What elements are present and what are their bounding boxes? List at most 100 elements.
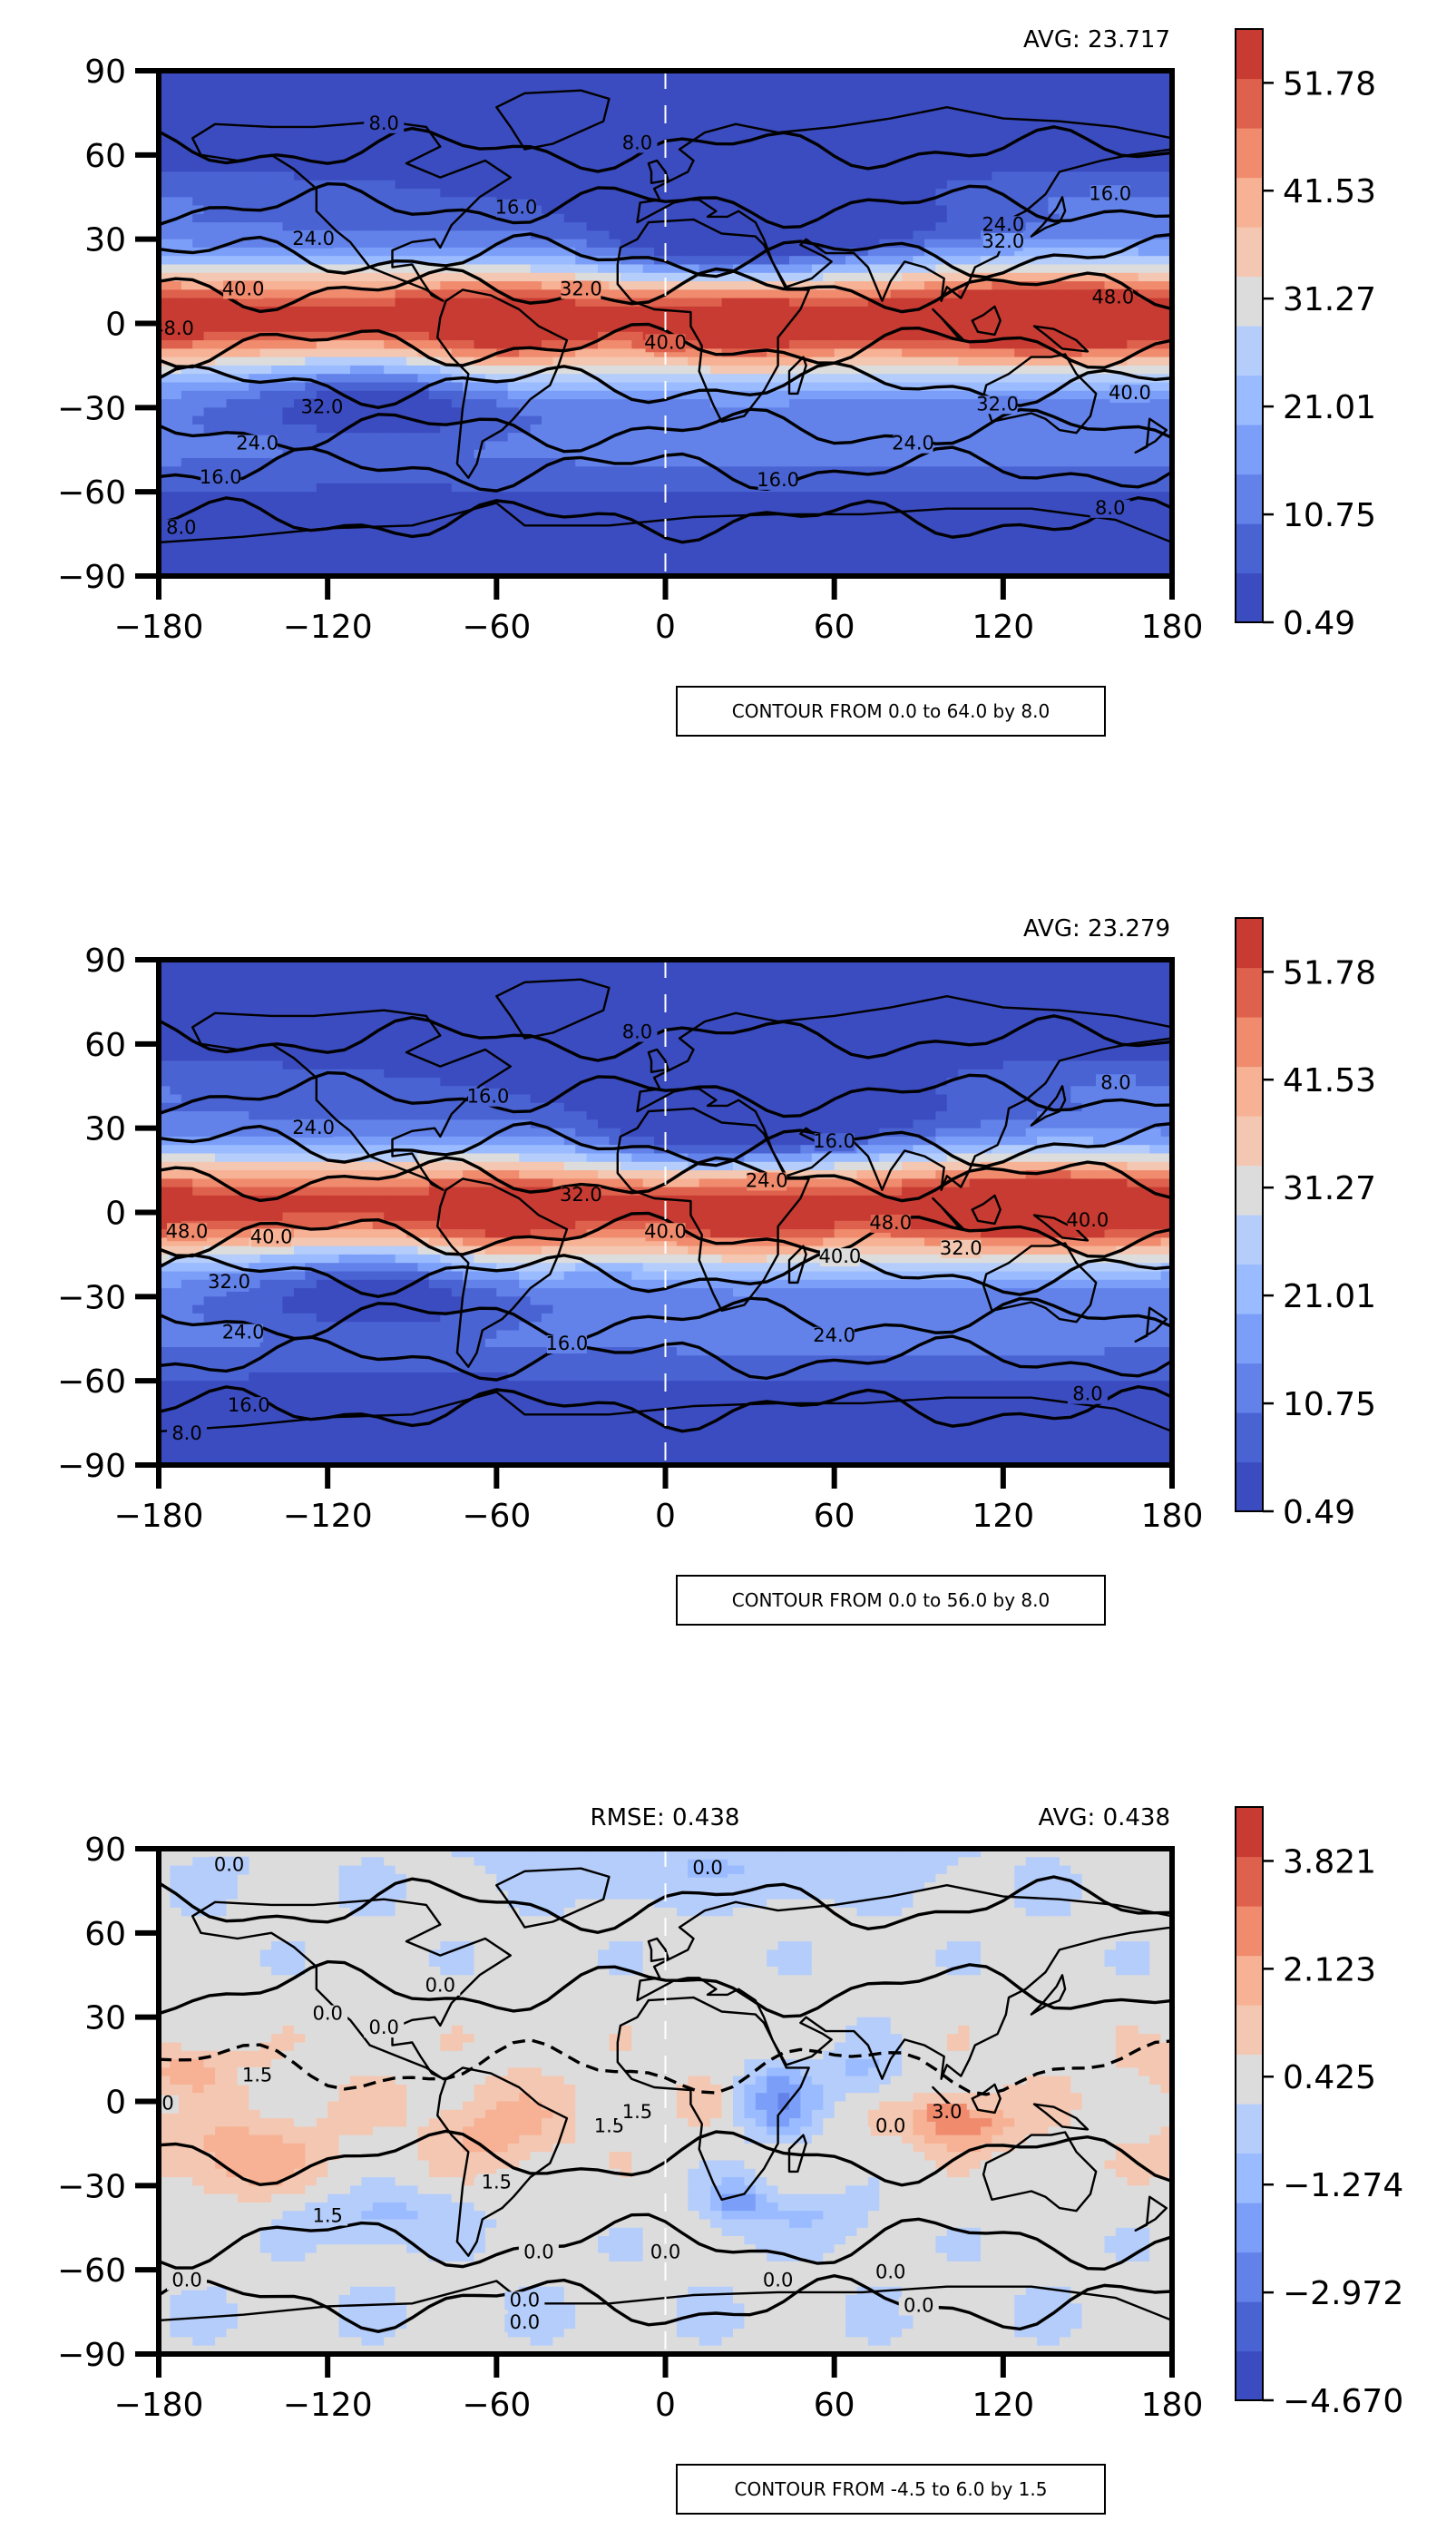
field-cell [181, 357, 193, 366]
field-cell [598, 348, 611, 358]
field-cell [913, 121, 925, 131]
field-cell [1149, 112, 1162, 122]
field-cell [823, 197, 835, 207]
field-cell [361, 239, 374, 249]
field-cell [800, 130, 813, 140]
field-cell [1081, 154, 1094, 164]
field-cell [969, 239, 982, 249]
field-cell [417, 331, 430, 341]
field-cell [688, 95, 700, 105]
field-cell [1104, 171, 1117, 181]
field-cell [586, 112, 599, 122]
field-cell [1160, 289, 1172, 299]
field-cell [755, 205, 767, 215]
field-cell [958, 474, 971, 484]
field-cell [552, 374, 565, 384]
field-cell [620, 171, 633, 181]
field-cell [406, 189, 419, 199]
field-cell [192, 374, 205, 384]
field-cell [305, 112, 318, 122]
field-cell [496, 306, 509, 316]
field-cell [811, 323, 824, 333]
field-cell [800, 306, 813, 316]
field-cell [856, 171, 869, 181]
field-cell [767, 433, 779, 443]
field-cell [1138, 130, 1150, 140]
field-cell [282, 189, 295, 199]
field-cell [665, 146, 678, 156]
field-cell [181, 87, 193, 97]
field-cell [293, 399, 307, 409]
field-cell [1014, 197, 1027, 207]
field-cell [958, 407, 971, 417]
field-cell [755, 449, 767, 459]
field-cell [463, 222, 475, 232]
field-cell [181, 449, 193, 459]
field-cell [902, 357, 914, 366]
field-cell [1149, 289, 1162, 299]
field-cell [879, 306, 892, 316]
field-cell [226, 508, 239, 518]
field-cell [350, 407, 363, 417]
field-cell [1025, 315, 1038, 325]
field-cell [867, 281, 881, 291]
field-cell [1070, 399, 1083, 409]
field-cell [834, 458, 846, 468]
field-cell [777, 71, 790, 81]
field-cell [992, 138, 1004, 148]
field-cell [350, 483, 363, 493]
field-cell [834, 239, 846, 249]
field-cell [395, 79, 407, 89]
field-cell [417, 483, 430, 493]
field-cell [631, 382, 644, 392]
field-cell [350, 180, 363, 190]
field-cell [913, 525, 925, 535]
field-cell [867, 415, 881, 425]
field-cell [1160, 315, 1172, 325]
field-cell [845, 104, 858, 114]
field-cell [474, 365, 486, 375]
field-cell [598, 365, 611, 375]
field-cell [1104, 517, 1117, 527]
field-cell [474, 323, 486, 333]
field-cell [249, 365, 261, 375]
field-cell [710, 323, 723, 333]
field-cell [924, 517, 937, 527]
field-cell [935, 298, 948, 308]
field-cell [563, 171, 576, 181]
field-cell [417, 466, 430, 476]
field-cell [170, 256, 182, 266]
field-cell [181, 340, 193, 350]
field-cell [688, 247, 700, 257]
field-cell [688, 340, 700, 350]
field-cell [1160, 474, 1172, 484]
field-cell [226, 525, 239, 535]
field-cell [305, 500, 318, 510]
field-cell [789, 197, 802, 207]
field-cell [1115, 483, 1129, 493]
field-cell [203, 163, 216, 173]
field-cell [867, 264, 881, 274]
field-cell [856, 87, 869, 97]
field-cell [699, 272, 711, 282]
field-cell [563, 272, 576, 282]
field-cell [800, 390, 813, 400]
field-cell [259, 449, 272, 459]
field-cell [496, 138, 509, 148]
field-cell [777, 180, 790, 190]
field-cell [913, 247, 925, 257]
field-cell [834, 407, 846, 417]
field-cell [789, 189, 802, 199]
field-cell [507, 71, 520, 81]
field-cell [1048, 365, 1060, 375]
field-cell [159, 230, 171, 240]
field-cell [609, 146, 621, 156]
field-cell [1014, 104, 1027, 114]
field-cell [552, 533, 565, 543]
field-cell [215, 331, 228, 341]
field-cell [1104, 441, 1117, 451]
field-cell [327, 492, 340, 502]
field-cell [181, 433, 193, 443]
field-cell [507, 154, 520, 164]
field-cell [811, 189, 824, 199]
